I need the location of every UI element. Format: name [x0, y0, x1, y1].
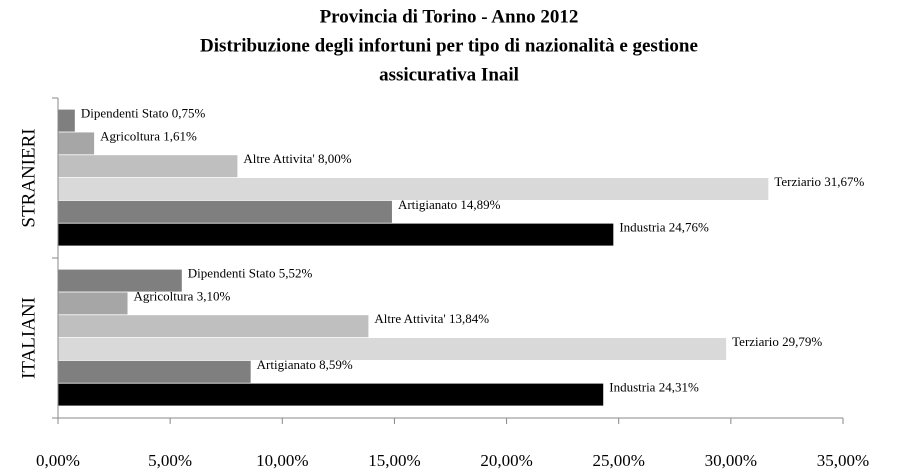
value-label: Industria 24,76% [619, 220, 709, 235]
category-label: STRANIERI [18, 128, 39, 227]
bar [58, 360, 251, 383]
x-tick-label: 35,00% [817, 451, 869, 470]
value-label: Dipendenti Stato 5,52% [188, 266, 313, 281]
x-tick-label: 25,00% [593, 451, 645, 470]
value-label: Altre Attivita' 8,00% [243, 151, 351, 166]
bar [58, 109, 75, 132]
value-label: Dipendenti Stato 0,75% [81, 106, 206, 121]
chart-title: Provincia di Torino - Anno 2012 [320, 6, 579, 27]
bar [58, 178, 769, 200]
category-label: ITALIANI [18, 297, 39, 379]
chart-title: Distribuzione degli infortuni per tipo d… [200, 35, 698, 56]
x-tick-label: 30,00% [705, 451, 757, 470]
bar [58, 155, 238, 178]
value-label: Terziario 29,79% [732, 334, 822, 349]
value-label: Agricoltura 1,61% [100, 128, 197, 143]
x-tick-label: 20,00% [480, 451, 532, 470]
bar [58, 338, 727, 360]
x-tick-label: 10,00% [256, 451, 308, 470]
value-label: Industria 24,31% [609, 380, 699, 395]
bar [58, 383, 604, 406]
x-tick-label: 0,00% [36, 451, 80, 470]
x-tick-label: 5,00% [148, 451, 192, 470]
chart-title: assicurativa Inail [379, 64, 519, 85]
bar [58, 292, 128, 315]
value-label: Agricoltura 3,10% [134, 288, 231, 303]
x-tick-label: 15,00% [368, 451, 420, 470]
bar [58, 269, 182, 292]
value-label: Artigianato 8,59% [257, 357, 353, 372]
value-label: Artigianato 14,89% [398, 197, 501, 212]
bar [58, 315, 369, 338]
bar [58, 223, 614, 246]
value-label: Altre Attivita' 13,84% [374, 311, 489, 326]
bar [58, 200, 392, 223]
value-label: Terziario 31,67% [774, 174, 864, 189]
bar [58, 132, 95, 155]
